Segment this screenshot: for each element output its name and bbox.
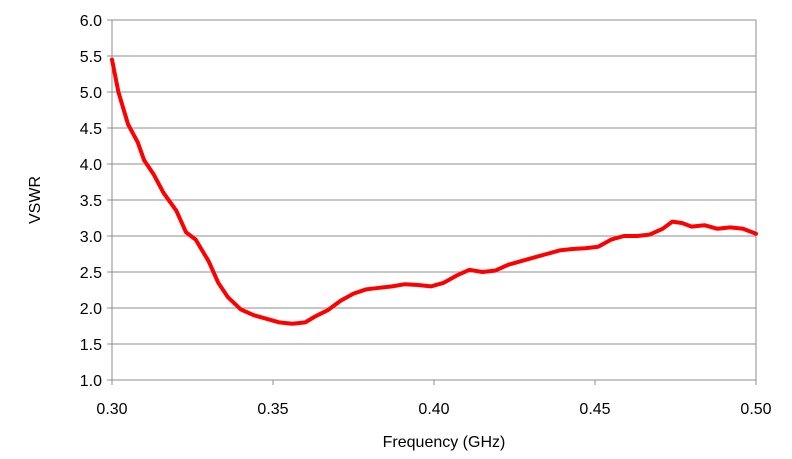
y-tick-label: 4.0 bbox=[80, 157, 102, 174]
x-tick-labels: 0.30 0.35 0.40 0.45 0.50 bbox=[96, 401, 771, 418]
x-tick-label: 0.50 bbox=[740, 401, 771, 418]
x-tick-label: 0.40 bbox=[418, 401, 449, 418]
x-axis-title: Frequency (GHz) bbox=[383, 434, 506, 451]
y-tick-label: 2.0 bbox=[80, 301, 102, 318]
y-tick-label: 3.0 bbox=[80, 229, 102, 246]
x-tick-label: 0.30 bbox=[96, 401, 127, 418]
y-axis-title: VSWR bbox=[27, 176, 44, 224]
y-tick-label: 3.5 bbox=[80, 193, 102, 210]
y-tick-label: 6.0 bbox=[80, 13, 102, 30]
y-tick-label: 1.0 bbox=[80, 373, 102, 390]
vswr-series-line bbox=[110, 57, 758, 326]
x-tick-label: 0.35 bbox=[257, 401, 288, 418]
y-tick-label: 5.0 bbox=[80, 85, 102, 102]
y-tick-label: 1.5 bbox=[80, 337, 102, 354]
plot-axes bbox=[107, 19, 757, 385]
horizontal-gridlines bbox=[112, 19, 756, 345]
y-tick-label: 2.5 bbox=[80, 265, 102, 282]
y-tick-label: 4.5 bbox=[80, 121, 102, 138]
y-tick-label: 5.5 bbox=[80, 49, 102, 66]
y-tick-labels: 1.0 1.5 2.0 2.5 3.0 3.5 4.0 4.5 5.0 5.5 6.0 bbox=[80, 13, 102, 390]
x-tick-label: 0.45 bbox=[579, 401, 610, 418]
